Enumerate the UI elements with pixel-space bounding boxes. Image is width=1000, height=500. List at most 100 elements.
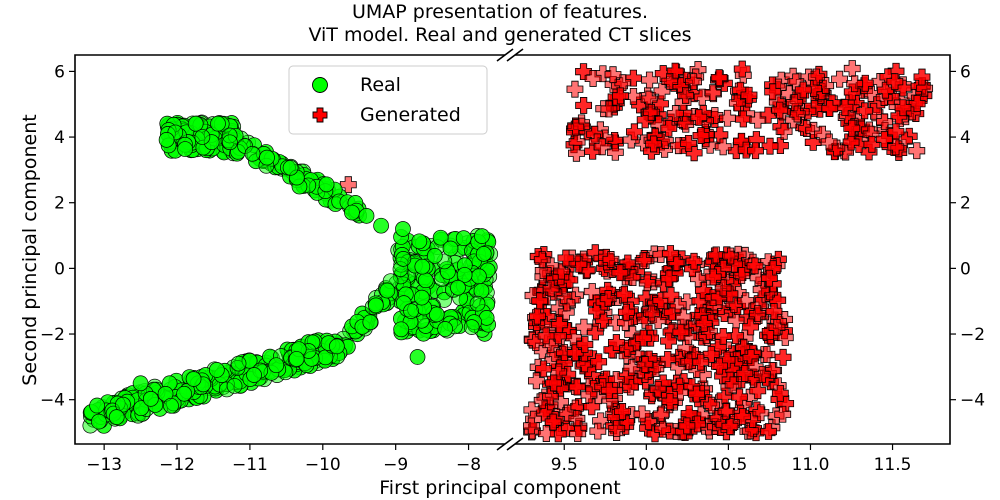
generated-point <box>675 308 692 326</box>
generated-point <box>702 345 720 363</box>
generated-point <box>843 119 861 137</box>
generated-point <box>760 423 777 440</box>
generated-point <box>557 249 575 267</box>
generated-point <box>634 252 652 270</box>
legend-generated-marker <box>312 107 328 123</box>
generated-point <box>752 281 770 298</box>
y-tick-label-right: −2 <box>960 325 985 345</box>
generated-point <box>680 353 698 371</box>
generated-point <box>774 348 792 366</box>
real-point <box>185 371 202 387</box>
generated-point <box>566 80 584 98</box>
real-point <box>475 246 492 262</box>
generated-point <box>550 316 568 334</box>
real-point <box>456 267 473 283</box>
generated-point <box>643 304 660 322</box>
generated-point <box>537 327 555 345</box>
generated-point <box>722 247 740 265</box>
generated-point <box>887 138 905 156</box>
real-point <box>409 349 426 365</box>
generated-point <box>623 359 641 377</box>
x-tick-label: 11.0 <box>792 455 830 475</box>
x-tick-label: −12 <box>159 455 195 475</box>
generated-point <box>545 374 563 392</box>
generated-point <box>694 105 712 122</box>
generated-point <box>714 259 732 277</box>
y-tick-label-right: 0 <box>960 259 971 279</box>
generated-point <box>678 417 696 435</box>
real-point <box>368 297 384 314</box>
y-tick-label: 0 <box>54 259 65 279</box>
generated-point <box>749 382 767 400</box>
generated-point <box>842 133 860 151</box>
generated-point <box>599 290 617 307</box>
generated-point <box>749 269 767 287</box>
real-point <box>474 228 490 244</box>
real-point <box>132 375 149 392</box>
generated-point <box>660 332 677 350</box>
real-point <box>230 355 247 372</box>
generated-point <box>877 81 894 99</box>
real-point <box>176 385 192 402</box>
real-point <box>432 229 449 246</box>
generated-point <box>604 66 622 84</box>
ticks-layer: −13 −12 −11 −10 −9 −8 9.5 10.0 10.5 11.0 11.5 −4 −4 −… <box>40 62 985 475</box>
axes-layer <box>74 48 951 451</box>
real-point <box>89 397 105 414</box>
generated-point <box>714 138 732 156</box>
generated-point <box>736 365 754 382</box>
generated-point <box>863 135 881 153</box>
generated-point <box>580 386 598 404</box>
generated-point <box>692 353 710 371</box>
generated-point <box>742 318 759 336</box>
y-tick-label-right: 6 <box>960 62 971 82</box>
generated-point <box>794 81 812 99</box>
y-tick-label: 2 <box>54 194 65 214</box>
real-point <box>417 272 434 289</box>
generated-point <box>641 71 658 89</box>
generated-point <box>710 69 728 87</box>
x-tick-label: 11.5 <box>874 455 912 475</box>
generated-point <box>535 360 552 378</box>
generated-point <box>740 86 758 104</box>
generated-point <box>695 315 713 332</box>
generated-point <box>523 417 540 435</box>
x-tick-label: −13 <box>86 455 122 475</box>
generated-point <box>553 262 570 280</box>
generated-point <box>774 405 792 423</box>
generated-point <box>711 357 728 375</box>
real-point <box>158 131 175 148</box>
generated-point <box>843 60 861 77</box>
generated-point <box>707 246 725 264</box>
real-point <box>142 391 159 407</box>
generated-point <box>566 344 584 362</box>
real-point <box>455 230 472 246</box>
generated-point <box>721 417 739 435</box>
generated-point <box>749 111 767 129</box>
generated-point <box>584 70 602 87</box>
generated-point <box>846 75 864 93</box>
generated-point <box>753 366 771 383</box>
legend-real-marker <box>312 77 328 93</box>
generated-point <box>688 385 705 403</box>
generated-point <box>531 292 549 310</box>
x-tick-label: 10.5 <box>709 455 747 475</box>
real-point <box>288 351 305 367</box>
generated-point <box>617 303 635 321</box>
generated-point <box>608 420 626 438</box>
generated-point <box>527 372 545 390</box>
generated-point <box>653 82 671 100</box>
generated-point <box>568 144 585 162</box>
right-panel-frame <box>515 54 951 445</box>
generated-point <box>666 62 684 80</box>
generated-point <box>771 101 789 119</box>
generated-point <box>886 73 904 91</box>
y-axis-title: Second principal component <box>19 114 41 385</box>
real-point <box>450 279 466 296</box>
generated-point <box>719 109 736 127</box>
generated-point <box>672 323 690 341</box>
generated-point <box>761 269 778 287</box>
x-tick-label: 10.0 <box>627 455 665 475</box>
generated-point <box>576 336 594 353</box>
real-point <box>428 306 445 323</box>
